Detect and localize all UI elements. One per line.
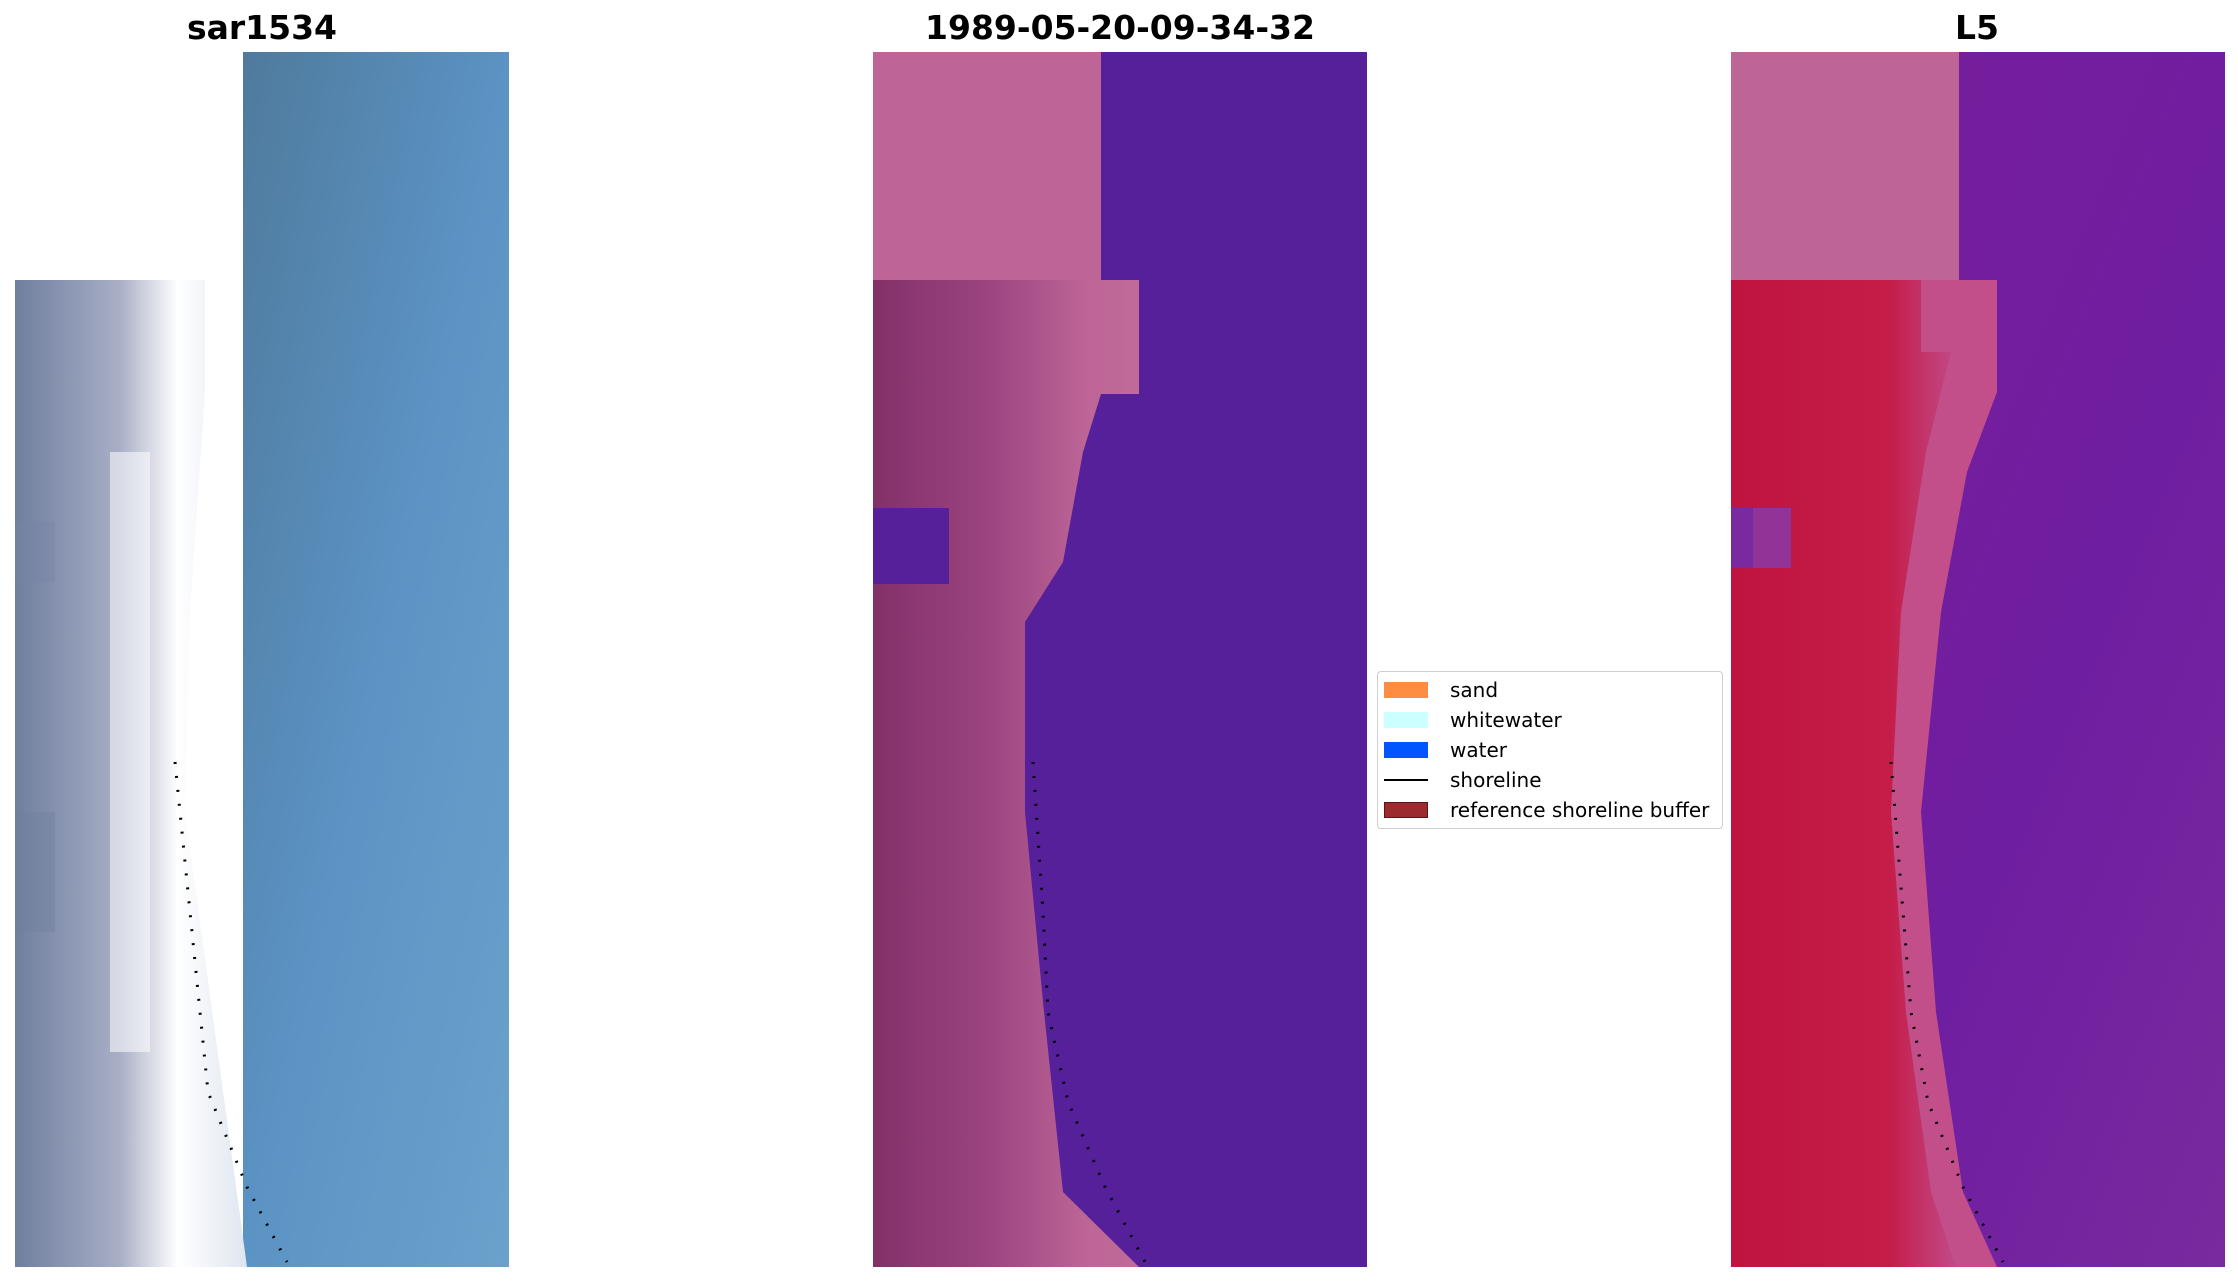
legend-label-sand: sand (1450, 678, 1499, 702)
legend-label-shoreline: shoreline (1450, 768, 1542, 792)
index-image (1731, 52, 2225, 1267)
legend-item-water: water (1384, 738, 1507, 762)
rgb-image (15, 52, 509, 1267)
legend-label-whitewater: whitewater (1450, 708, 1562, 732)
legend-item-whitewater: whitewater (1384, 708, 1562, 732)
legend-item-reference-shoreline-buffer: reference shoreline buffer (1384, 798, 1709, 822)
legend-label-reference-shoreline-buffer: reference shoreline buffer (1450, 798, 1710, 822)
panel-title-index: L5 (1955, 8, 1999, 47)
legend-item-shoreline: shoreline (1384, 768, 1542, 792)
legend-item-sand: sand (1384, 678, 1498, 702)
rgb-image-panel (15, 52, 509, 1267)
panel-title-classified: 1989-05-20-09-34-32 (925, 8, 1315, 47)
index-image-panel (1731, 52, 2225, 1267)
legend: sand whitewater water shoreline referenc… (1377, 671, 1723, 829)
legend-line-shoreline (1384, 779, 1428, 781)
legend-swatch-whitewater (1384, 712, 1428, 728)
panel-title-rgb: sar1534 (186, 8, 338, 47)
legend-swatch-reference-shoreline-buffer (1384, 802, 1428, 818)
classified-image (873, 52, 1367, 1267)
legend-swatch-water (1384, 742, 1428, 758)
legend-swatch-sand (1384, 682, 1428, 698)
classified-image-panel (873, 52, 1367, 1267)
legend-label-water: water (1450, 738, 1507, 762)
